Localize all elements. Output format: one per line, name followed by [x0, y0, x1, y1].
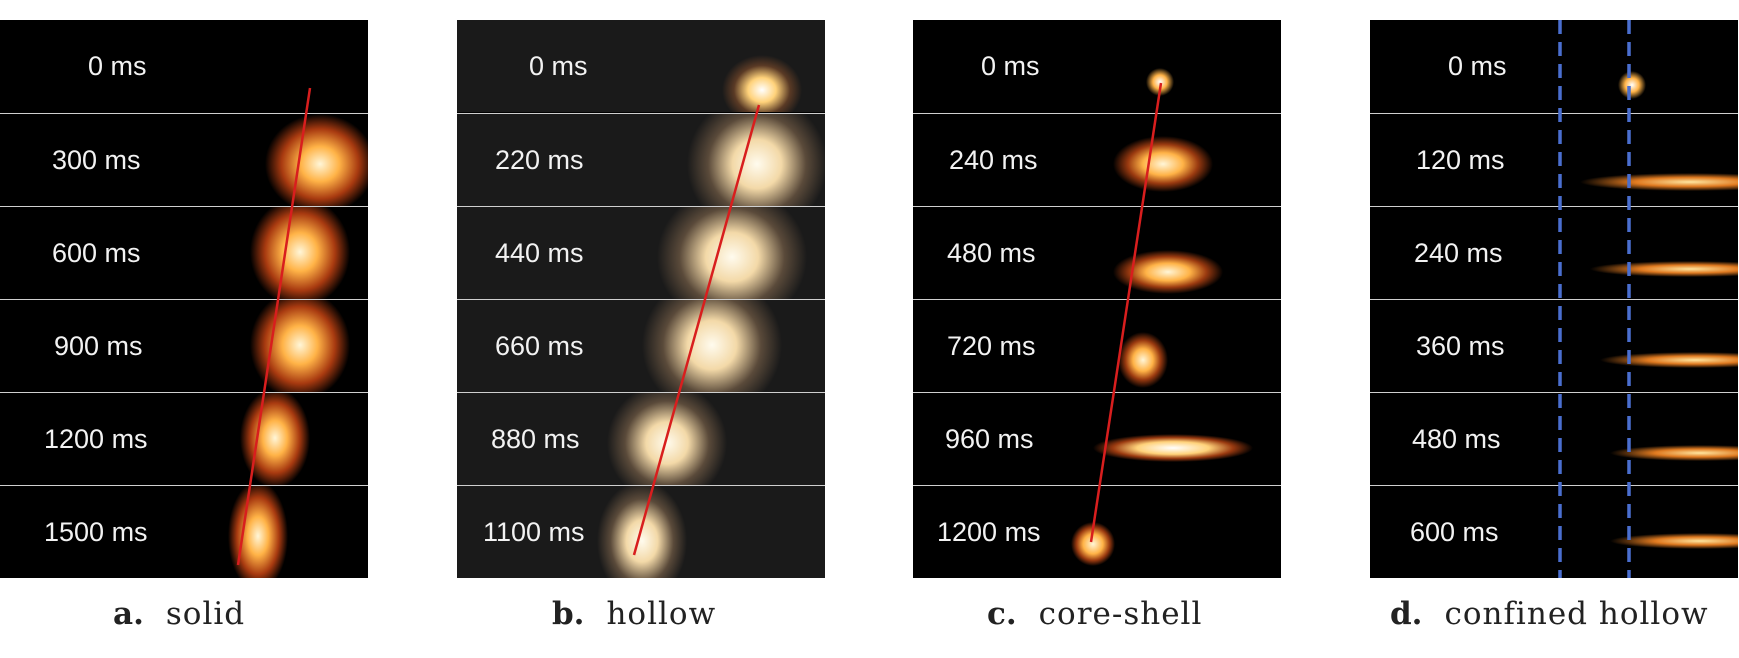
frame-time-label: 1500 ms: [44, 517, 148, 547]
caption-hollow: b. hollow: [552, 596, 716, 642]
frame: 0 ms: [913, 20, 1281, 112]
caption-confined-hollow: d. confined hollow: [1390, 596, 1709, 642]
frame-time-label: 600 ms: [52, 238, 141, 268]
frame-time-label: 900 ms: [54, 331, 143, 361]
frame-time-label: 720 ms: [947, 331, 1036, 361]
frame-time-label: 660 ms: [495, 331, 584, 361]
frame: 600 ms: [1370, 485, 1738, 578]
frame: 1100 ms: [457, 485, 825, 578]
frame-time-label: 440 ms: [495, 238, 584, 268]
caption-core-shell: c. core-shell: [987, 596, 1202, 642]
frame-time-label: 120 ms: [1416, 145, 1505, 175]
frame-time-label: 0 ms: [1448, 51, 1507, 81]
frame-time-label: 0 ms: [88, 51, 147, 81]
frame: 960 ms: [913, 392, 1281, 485]
caption-letter: c.: [987, 596, 1017, 632]
frame-time-label: 0 ms: [529, 51, 588, 81]
frame-time-label: 0 ms: [981, 51, 1040, 81]
frame: 1500 ms: [0, 485, 368, 578]
frame-time-label: 220 ms: [495, 145, 584, 175]
frame: 900 ms: [0, 299, 368, 392]
panel-confined-hollow: 0 ms 120 ms 240 ms 360 ms 480 ms 600 ms: [1370, 20, 1738, 578]
frame: 1200 ms: [913, 485, 1281, 578]
caption-solid: a. solid: [113, 596, 245, 642]
frame: 880 ms: [457, 392, 825, 485]
panel-core-shell: 0 ms 240 ms 480 ms 720 ms 960 ms 1200 ms: [913, 20, 1281, 578]
frame: 0 ms: [457, 20, 825, 112]
frame: 240 ms: [1370, 206, 1738, 299]
caption-letter: a.: [113, 596, 144, 632]
frame: 660 ms: [457, 299, 825, 392]
frame-time-label: 880 ms: [491, 424, 580, 454]
caption-letter: b.: [552, 596, 585, 632]
frame: 720 ms: [913, 299, 1281, 392]
frame: 440 ms: [457, 206, 825, 299]
frame-time-label: 480 ms: [947, 238, 1036, 268]
caption-name: hollow: [606, 596, 717, 632]
caption-name: solid: [165, 596, 246, 632]
frame: 480 ms: [1370, 392, 1738, 485]
panel-hollow: 0 ms 220 ms 440 ms 660 ms 880 ms 1100 ms: [457, 20, 825, 578]
frame-time-label: 1100 ms: [483, 517, 585, 547]
frame: 120 ms: [1370, 113, 1738, 206]
frame-time-label: 300 ms: [52, 145, 141, 175]
frame: 240 ms: [913, 113, 1281, 206]
frame: 480 ms: [913, 206, 1281, 299]
frame-time-label: 360 ms: [1416, 331, 1505, 361]
frame-time-label: 600 ms: [1410, 517, 1499, 547]
frame: 600 ms: [0, 206, 368, 299]
caption-name: confined hollow: [1444, 596, 1709, 632]
panel-solid: 0 ms 300 ms 600 ms 900 ms 1200 ms 1500 m…: [0, 20, 368, 578]
frame: 0 ms: [1370, 20, 1738, 112]
frame: 360 ms: [1370, 299, 1738, 392]
frame-time-label: 240 ms: [1414, 238, 1503, 268]
frame-time-label: 480 ms: [1412, 424, 1501, 454]
frame-time-label: 240 ms: [949, 145, 1038, 175]
frame-time-label: 1200 ms: [937, 517, 1041, 547]
frame: 1200 ms: [0, 392, 368, 485]
caption-name: core-shell: [1038, 596, 1203, 632]
frame-time-label: 1200 ms: [44, 424, 148, 454]
frame: 220 ms: [457, 113, 825, 206]
caption-letter: d.: [1390, 596, 1423, 632]
frame: 0 ms: [0, 20, 368, 112]
frame-time-label: 960 ms: [945, 424, 1034, 454]
frame: 300 ms: [0, 113, 368, 206]
